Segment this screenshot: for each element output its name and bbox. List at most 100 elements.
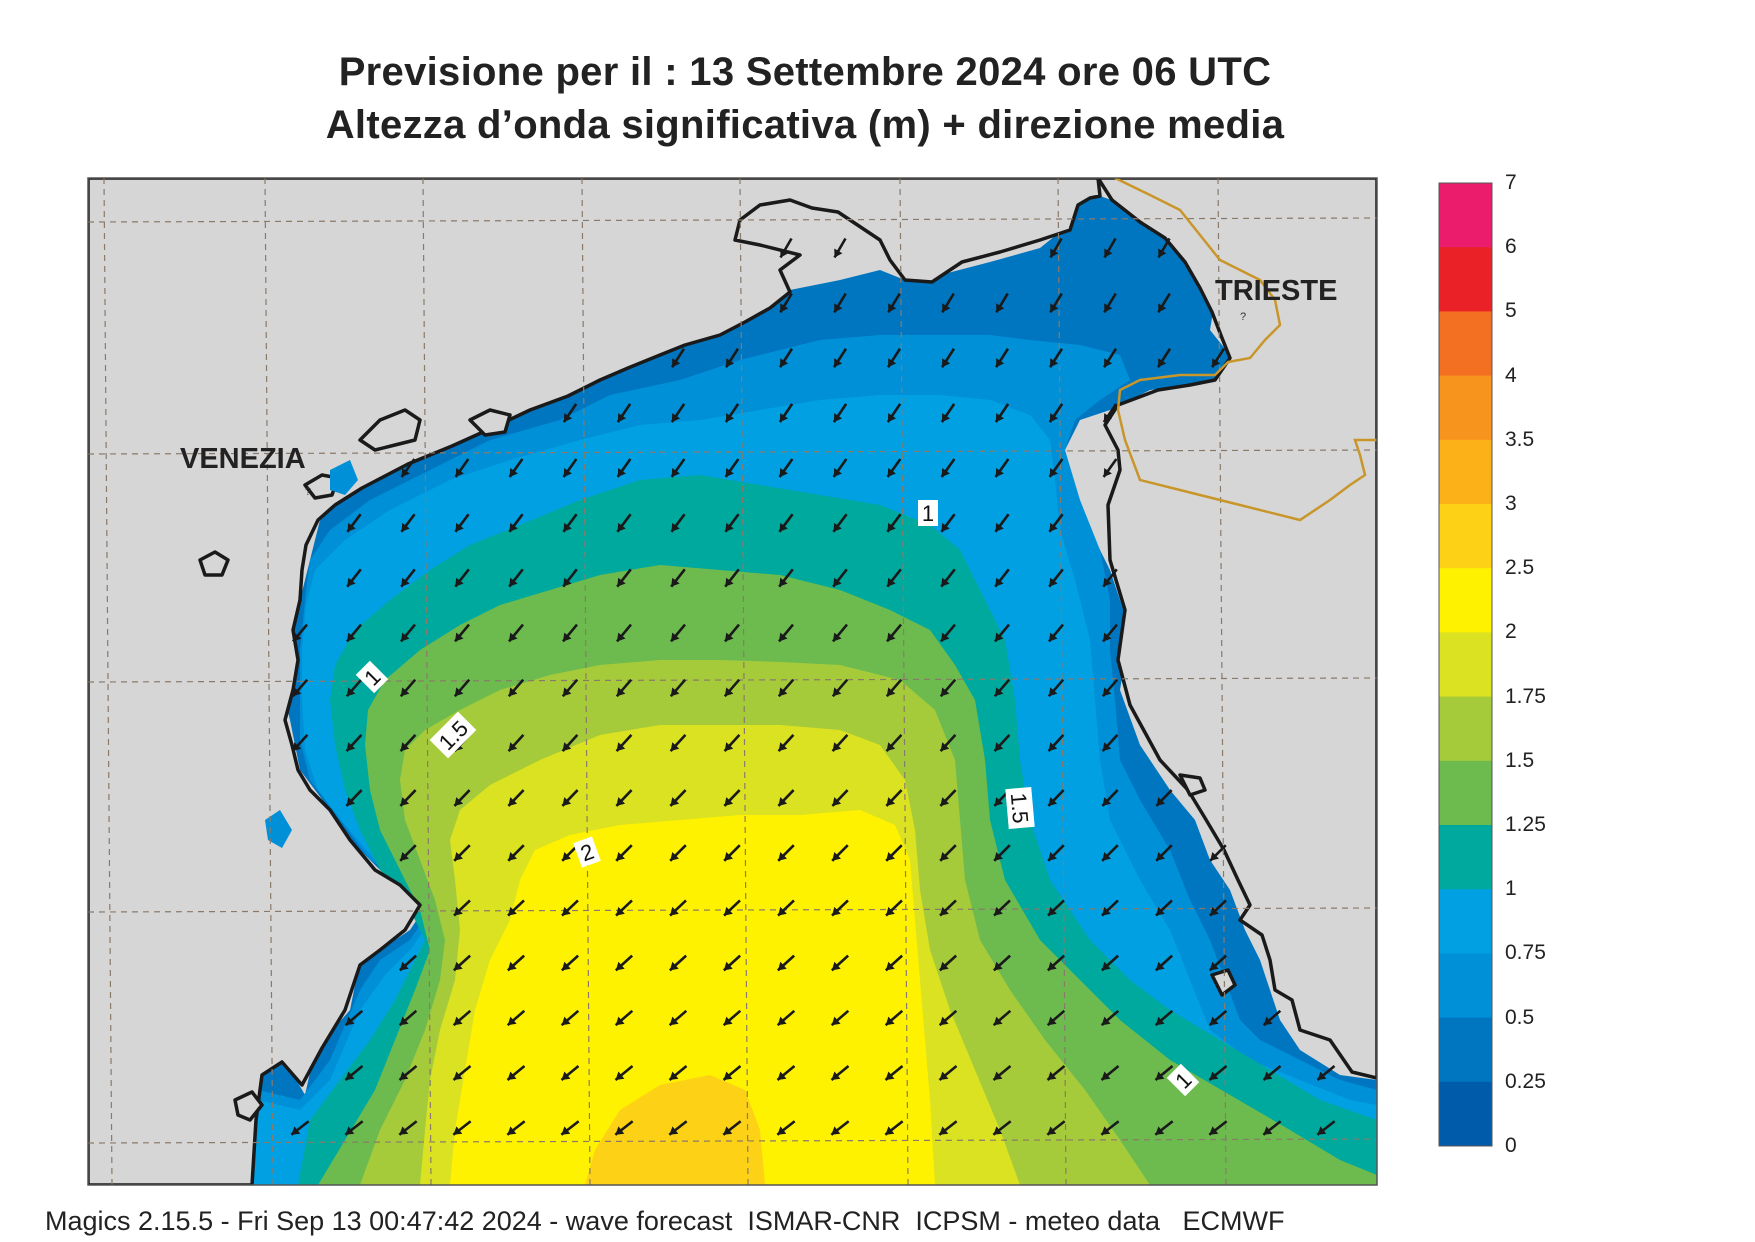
wave-arrow [614,1009,634,1027]
wave-arrow [562,513,578,533]
wave-arrow [506,1009,526,1027]
wave-arrow [1046,1009,1066,1027]
wave-arrow [722,1120,742,1136]
wave-arrow [1208,954,1228,972]
wave-arrow [1048,403,1064,423]
wave-arrow [1208,1120,1228,1136]
wave-arrow [1155,899,1173,917]
wave-arrow [724,568,740,588]
scale-swatch [1439,311,1492,377]
wave-arrow [1102,458,1118,478]
wave-arrow [561,678,579,698]
grid-line [88,217,1377,223]
wave-arrow [993,623,1011,643]
wave-arrow [884,954,904,972]
wave-arrow [885,789,903,807]
scale-label: 4 [1505,363,1517,387]
scale-label: 1 [1505,877,1517,901]
wave-arrow [832,513,848,533]
wave-arrow [452,1009,472,1027]
wave-arrow [886,568,902,588]
color-scale-bar [1438,182,1493,1147]
wave-arrow [1049,292,1063,314]
title-line-2: Altezza d’onda significativa (m) + direz… [325,103,1285,147]
istria-coast [1096,178,1377,1080]
wave-arrow [723,678,741,698]
wave-arrow [452,1120,472,1136]
wave-arrow [398,1009,418,1027]
wave-arrow [992,1009,1012,1027]
wave-arrow [291,733,309,753]
wave-arrow [1048,513,1064,533]
wave-arrow [938,954,958,972]
wave-arrow [723,733,741,753]
wave-arrow [669,678,687,698]
state-border [1114,178,1377,522]
city-label-trieste: TRIESTE [1215,275,1337,307]
wave-arrow [614,1065,634,1081]
wave-arrow [454,513,470,533]
wave-arrow [615,733,633,753]
wave-arrow [1154,1065,1174,1081]
wave-arrow [453,789,471,807]
lagoon-water [265,460,358,848]
wave-arrow [614,954,634,972]
wave-arrow [887,292,901,314]
lagoon-island [198,550,230,577]
wave-arrow [1047,899,1065,917]
wave-arrow [1048,458,1064,478]
wave-arrow [345,623,363,643]
contour-label: 1.5 [1005,786,1035,830]
wave-arrow [670,348,686,368]
scale-swatch [1439,375,1492,441]
wave-arrow [939,678,957,698]
wave-arrow [779,292,793,314]
wave-arrow [561,899,579,917]
wave-arrow [1046,1120,1066,1136]
scale-label: 3 [1505,492,1517,515]
wave-arrow [615,678,633,698]
wave-arrow [615,623,633,643]
grid-line [581,178,591,1185]
wave-arrow [830,1120,850,1136]
scale-label: 0.75 [1505,941,1546,965]
wave-arrow [778,513,794,533]
wave-arrow [995,292,1009,314]
wave-arrow [776,1065,796,1081]
wave-arrow [724,458,740,478]
wave-arrow [940,458,956,478]
grid-line [739,178,749,1185]
wave-arrow [453,844,471,862]
wave-arrow [616,458,632,478]
wave-arrow [668,1120,688,1136]
scale-swatch [1439,953,1492,1019]
footer-credits: Magics 2.15.5 - Fri Sep 13 00:47:42 2024… [45,1206,1285,1236]
grid-line [88,1138,1377,1144]
wave-arrow [778,403,794,423]
wave-arrow [506,1065,526,1081]
wave-arrow [561,623,579,643]
wave-arrow [399,844,417,862]
scale-swatch [1439,568,1492,633]
wave-arrow [885,678,903,698]
wave-arrow [668,1065,688,1081]
wave-arrow [723,623,741,643]
wave-arrow [938,1120,958,1136]
wave-arrow [1102,348,1118,368]
wave-arrow [345,678,363,698]
wave-arrow [724,403,740,423]
wave-arrow [777,789,795,807]
city-marker-venezia: ? [305,486,311,498]
wave-arrow [615,789,633,807]
wave-arrow [831,733,849,753]
wave-arrow [399,678,417,698]
wave-arrow [777,899,795,917]
scale-swatch [1439,183,1492,248]
svg-text:1.5: 1.5 [1006,792,1034,825]
scale-label: 0.5 [1505,1005,1535,1029]
wave-arrow [778,458,794,478]
wave-arrow [1102,403,1118,423]
wave-arrow [614,1120,634,1136]
wave-arrow [833,292,847,314]
wave-arrow [1208,1065,1228,1081]
